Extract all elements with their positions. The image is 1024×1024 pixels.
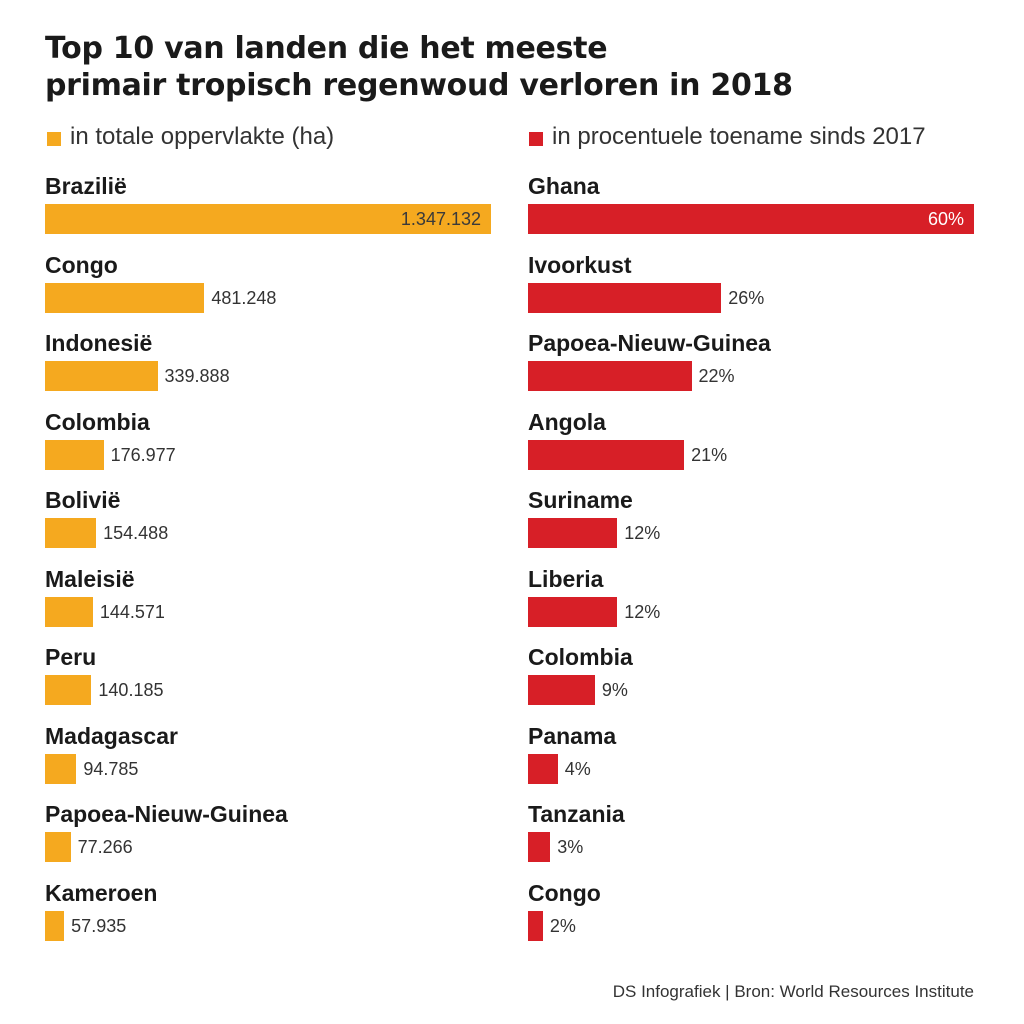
percent-bar — [528, 832, 551, 862]
area-value-label: 154.488 — [103, 523, 169, 543]
percent-category-label: Liberia — [528, 565, 604, 592]
area-row: Colombia 176.977 — [45, 406, 495, 484]
percent-category-label: Angola — [528, 408, 606, 435]
area-row: Kameroen 57.935 — [45, 877, 495, 955]
area-row: Brazilië 1.347.132 — [45, 170, 495, 248]
percent-bar — [528, 439, 685, 470]
area-category-label: Bolivië — [45, 487, 121, 513]
area-row: Indonesië 339.888 — [45, 327, 495, 405]
area-category-label: Congo — [45, 251, 118, 278]
area-row: Peru 140.185 — [45, 641, 495, 719]
area-bar — [45, 361, 158, 391]
percent-category-label: Tanzania — [528, 801, 625, 827]
area-value-label: 77.266 — [77, 837, 133, 857]
percent-value-label: 21% — [691, 444, 728, 465]
area-category-label: Madagascar — [45, 722, 178, 749]
area-row: Papoea-Nieuw-Guinea 77.266 — [45, 798, 495, 876]
percent-bar — [528, 282, 722, 313]
percent-row: Suriname 12% — [528, 484, 978, 562]
percent-value-label: 12% — [624, 523, 661, 543]
area-bar — [45, 204, 491, 234]
percent-row: Colombia 9% — [528, 641, 978, 719]
percent-bar — [528, 204, 974, 234]
percent-row: Liberia 12% — [528, 563, 978, 641]
area-value-label: 94.785 — [83, 758, 139, 779]
area-value-label: 140.185 — [98, 680, 164, 700]
percent-row: Papoea-Nieuw-Guinea 22% — [528, 327, 978, 405]
percent-value-label: 60% — [927, 209, 964, 229]
percent-bar — [528, 675, 595, 705]
area-bar — [45, 596, 93, 627]
area-row: Congo 481.248 — [45, 249, 495, 327]
percent-value-label: 22% — [698, 366, 735, 386]
percent-value-label: 9% — [601, 680, 628, 700]
area-value-label: 144.571 — [99, 601, 165, 622]
legend-area-swatch — [47, 131, 61, 146]
percent-row: Angola 21% — [528, 406, 978, 484]
percent-row: Ivoorkust 26% — [528, 249, 978, 327]
percent-row: Ghana 60% — [528, 170, 978, 248]
area-row: Maleisië 144.571 — [45, 563, 495, 641]
area-row: Madagascar 94.785 — [45, 720, 495, 798]
area-bar — [45, 439, 104, 470]
chart-title-line-1: Top 10 van landen die het meeste — [45, 31, 608, 66]
area-category-label: Peru — [45, 644, 97, 670]
percent-category-label: Suriname — [528, 487, 633, 513]
area-value-label: 481.248 — [211, 287, 277, 308]
percent-value-label: 4% — [564, 758, 591, 779]
area-category-label: Maleisië — [45, 565, 135, 592]
percent-value-label: 2% — [549, 915, 576, 936]
percent-row: Panama 4% — [528, 720, 978, 798]
legend-area-label: in totale oppervlakte (ha) — [70, 123, 335, 150]
area-category-label: Brazilië — [45, 173, 127, 199]
legend-percent-swatch — [529, 131, 543, 146]
chart-title: Top 10 van landen die het meeste primair… — [45, 30, 985, 104]
area-category-label: Colombia — [45, 408, 150, 435]
percent-category-label: Ghana — [528, 173, 600, 199]
area-value-label: 176.977 — [110, 444, 176, 465]
percent-category-label: Panama — [528, 722, 617, 749]
source-credit: DS Infografiek | Bron: World Resources I… — [612, 982, 974, 1001]
percent-value-label: 26% — [728, 287, 765, 308]
area-bar — [45, 753, 77, 784]
area-bar — [45, 832, 71, 862]
area-category-label: Kameroen — [45, 879, 158, 906]
percent-category-label: Ivoorkust — [528, 251, 632, 278]
legend-area: in totale oppervlakte (ha) — [47, 122, 334, 152]
area-bar — [45, 675, 92, 705]
percent-category-label: Congo — [528, 879, 601, 906]
area-value-label: 1.347.132 — [400, 209, 481, 229]
percent-value-label: 12% — [624, 601, 661, 622]
percent-bar — [528, 596, 618, 627]
area-value-label: 339.888 — [164, 366, 230, 386]
area-bar — [45, 910, 65, 941]
area-category-label: Papoea-Nieuw-Guinea — [45, 801, 288, 827]
legend-percent: in procentuele toename sinds 2017 — [529, 122, 926, 152]
area-value-label: 57.935 — [71, 915, 127, 936]
chart-title-line-2: primair tropisch regenwoud verloren in 2… — [45, 68, 793, 103]
percent-category-label: Papoea-Nieuw-Guinea — [528, 330, 771, 356]
percent-bar — [528, 361, 692, 391]
percent-row: Tanzania 3% — [528, 798, 978, 876]
percent-category-label: Colombia — [528, 644, 633, 670]
area-row: Bolivië 154.488 — [45, 484, 495, 562]
percent-bar — [528, 910, 543, 941]
area-category-label: Indonesië — [45, 330, 153, 356]
area-bar — [45, 282, 205, 313]
percent-bar — [528, 753, 558, 784]
area-bar — [45, 518, 97, 548]
legend-percent-label: in procentuele toename sinds 2017 — [552, 123, 926, 150]
percent-row: Congo 2% — [528, 877, 978, 955]
percent-bar — [528, 518, 618, 548]
percent-value-label: 3% — [557, 837, 584, 857]
